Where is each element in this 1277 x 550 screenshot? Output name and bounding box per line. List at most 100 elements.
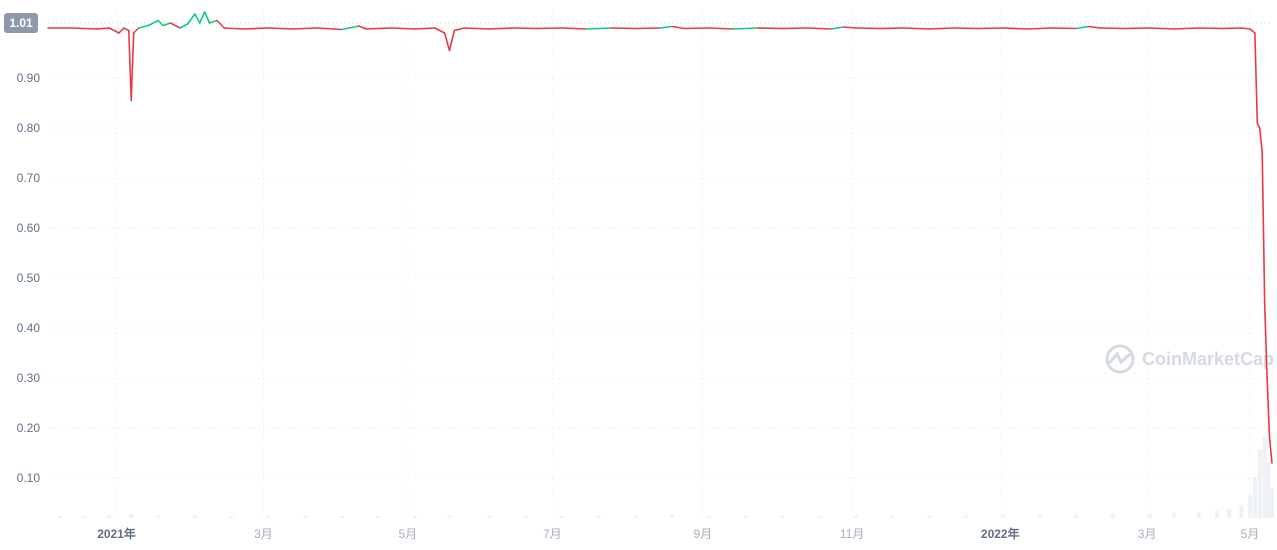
price-segment — [224, 28, 244, 29]
price-segment — [1199, 28, 1223, 29]
price-segment — [1174, 28, 1198, 29]
price-segment — [905, 28, 929, 29]
volume-bar — [634, 516, 638, 518]
price-segment — [391, 28, 415, 29]
price-segment — [1027, 28, 1051, 29]
price-segment — [954, 28, 978, 29]
volume-bar — [707, 516, 711, 518]
price-segment — [72, 28, 96, 29]
volume-bar — [1074, 515, 1078, 518]
price-segment — [1150, 28, 1174, 29]
volume-bar — [817, 516, 821, 518]
price-segment — [807, 28, 831, 29]
x-axis-label: 7月 — [543, 527, 562, 541]
price-segment — [415, 28, 435, 29]
price-segment — [268, 28, 292, 29]
price-segment — [1125, 28, 1149, 29]
volume-bar — [523, 516, 527, 518]
volume-bar — [193, 515, 197, 518]
x-axis-label: 3月 — [254, 527, 273, 541]
price-segment — [97, 28, 109, 29]
volume-bar — [107, 515, 111, 518]
volume-bar — [1037, 515, 1041, 518]
price-segment — [844, 27, 856, 28]
volume-bar — [303, 516, 307, 518]
volume-bar — [83, 516, 87, 518]
volume-bar — [487, 516, 491, 518]
price-segment — [758, 28, 782, 29]
volume-bar — [1258, 449, 1262, 518]
volume-bar — [1227, 509, 1231, 518]
volume-bar — [744, 516, 748, 518]
x-axis-label: 2022年 — [981, 526, 1020, 541]
price-segment — [366, 28, 390, 29]
y-axis-label: 0.80 — [17, 121, 41, 135]
volume-bar — [597, 516, 601, 518]
volume-bar — [891, 516, 895, 518]
volume-bar — [1001, 515, 1005, 518]
volume-bar — [413, 516, 417, 518]
volume-bar — [230, 516, 234, 518]
volume-bar — [560, 516, 564, 518]
volume-bar — [1253, 477, 1257, 518]
volume-bar — [266, 516, 270, 518]
x-axis-label: 3月 — [1138, 527, 1157, 541]
volume-bar — [156, 515, 160, 518]
volume-bar — [376, 516, 380, 518]
price-segment — [782, 28, 806, 29]
price-chart[interactable]: 0.10 0.20 0.30 0.40 0.50 0.60 0.70 0.80 0.90 2021… — [0, 0, 1277, 550]
volume-bar — [1215, 511, 1219, 518]
chart-svg: 0.10 0.20 0.30 0.40 0.50 0.60 0.70 0.80 0.90 2021… — [0, 0, 1277, 550]
y-axis-label: 0.20 — [17, 421, 41, 435]
price-segment — [587, 28, 611, 29]
price-segment — [513, 28, 537, 29]
price-segment — [464, 28, 488, 29]
price-segment — [684, 28, 708, 29]
volume-bar — [1239, 505, 1243, 518]
volume-bar — [1266, 462, 1270, 518]
y-axis-label: 0.30 — [17, 371, 41, 385]
y-axis-label: 0.10 — [17, 471, 41, 485]
volume-bar — [1263, 437, 1267, 518]
volume-bar — [854, 516, 858, 518]
price-segment — [489, 28, 513, 29]
price-segment — [636, 28, 660, 29]
price-segment — [562, 28, 586, 29]
price-segment — [709, 28, 733, 29]
price-segment — [1101, 28, 1125, 29]
volume-bar — [58, 516, 62, 518]
price-segment — [611, 28, 635, 29]
price-segment — [978, 28, 1002, 29]
volume-bar — [780, 516, 784, 518]
price-segment — [880, 28, 904, 29]
x-axis-label: 11月 — [840, 527, 864, 541]
y-axis-label: 0.60 — [17, 221, 41, 235]
volume-bar — [1148, 514, 1152, 518]
volume-bar — [1270, 487, 1274, 518]
price-segment — [856, 28, 880, 29]
volume-bar — [1111, 514, 1115, 518]
volume-bar — [1248, 495, 1252, 518]
price-segment — [244, 28, 268, 29]
x-axis-label: 9月 — [693, 527, 712, 541]
x-axis-label: 2021年 — [97, 526, 136, 541]
volume-bar — [1172, 513, 1176, 518]
x-axis-label: 5月 — [399, 527, 418, 541]
x-axis-label: 5月 — [1241, 527, 1260, 541]
volume-bar — [927, 516, 931, 518]
volume-bar — [129, 514, 133, 518]
price-segment — [1241, 28, 1250, 29]
volume-bar — [447, 515, 451, 518]
y-axis-label: 0.90 — [17, 71, 41, 85]
y-axis-label: 0.70 — [17, 171, 41, 185]
y-axis-label: 0.40 — [17, 321, 41, 335]
price-segment — [1003, 28, 1027, 29]
y-axis-label: 0.50 — [17, 271, 41, 285]
current-price-value: 1.01 — [9, 16, 33, 30]
price-segment — [1052, 28, 1076, 29]
watermark-text: CoinMarketCap — [1142, 349, 1274, 369]
volume-bar — [1197, 512, 1201, 518]
price-segment — [929, 28, 953, 29]
price-segment — [733, 28, 757, 29]
price-segment — [538, 28, 562, 29]
